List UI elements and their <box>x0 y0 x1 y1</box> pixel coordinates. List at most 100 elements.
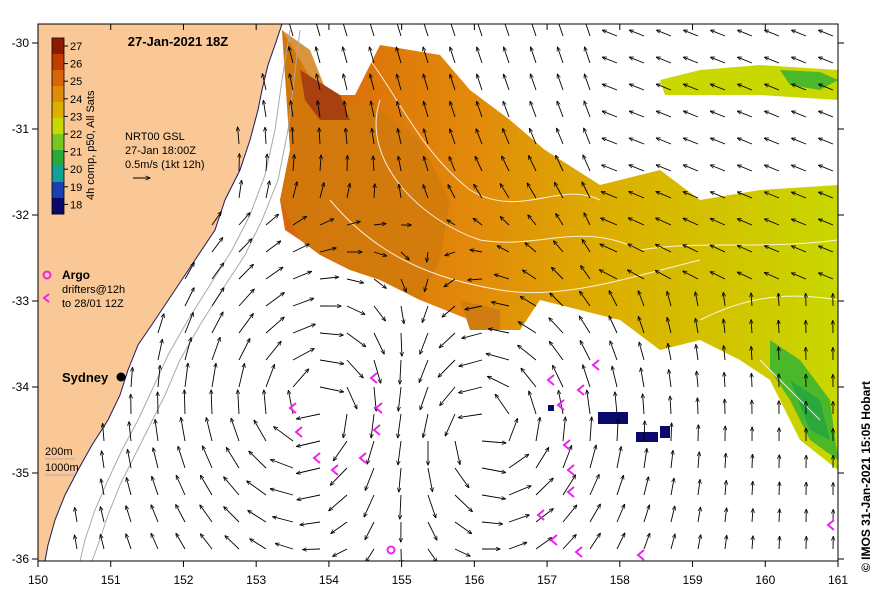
drifter-marker <box>566 464 575 476</box>
current-arrow <box>630 30 645 37</box>
current-arrow <box>476 129 483 145</box>
current-arrow <box>373 278 386 288</box>
current-arrow <box>442 305 456 317</box>
current-arrow <box>737 246 753 253</box>
current-arrow <box>400 251 409 260</box>
current-arrow <box>562 475 576 496</box>
current-arrow <box>343 413 348 438</box>
current-arrow <box>333 440 348 461</box>
current-arrow <box>492 302 510 307</box>
current-arrow <box>292 182 297 199</box>
australia-landmass <box>38 24 283 561</box>
colorbar-swatch <box>52 118 64 135</box>
current-arrow <box>126 534 132 550</box>
current-arrow <box>819 192 834 199</box>
current-arrow <box>297 413 321 419</box>
current-arrow <box>643 394 644 415</box>
current-arrow <box>346 183 350 199</box>
current-arrow <box>779 482 780 496</box>
current-arrow <box>477 47 483 64</box>
current-arrow <box>157 339 162 361</box>
current-arrow <box>398 386 402 411</box>
current-arrow <box>489 329 510 334</box>
current-arrow <box>612 366 618 388</box>
current-arrow <box>224 477 240 496</box>
current-arrow <box>181 418 186 442</box>
current-arrow <box>765 138 780 145</box>
current-arrow <box>738 138 753 145</box>
current-arrow <box>656 192 672 199</box>
drifter-marker <box>546 374 555 386</box>
current-arrow <box>292 271 311 280</box>
drifter-marker <box>566 486 575 498</box>
current-arrow <box>423 74 429 91</box>
current-arrow <box>292 128 293 145</box>
current-arrow <box>291 101 294 118</box>
x-tick-label: 152 <box>173 573 193 587</box>
current-arrow <box>500 217 510 226</box>
current-arrow <box>698 480 700 496</box>
current-arrow <box>684 30 699 37</box>
current-arrow <box>423 47 429 64</box>
current-arrow <box>102 451 105 469</box>
info-line1: NRT00 GSL <box>125 131 185 143</box>
current-arrow <box>684 57 699 64</box>
current-arrow <box>603 30 618 37</box>
drifter-marker-icon <box>42 293 50 303</box>
current-arrow <box>558 47 564 64</box>
current-arrow <box>589 504 600 523</box>
argo-float <box>386 545 396 555</box>
current-arrow <box>643 477 649 496</box>
current-arrow <box>711 57 726 64</box>
current-arrow <box>238 314 253 334</box>
x-tick-label: 150 <box>28 573 48 587</box>
current-arrow <box>200 505 213 523</box>
current-arrow <box>342 24 348 37</box>
current-arrow <box>580 341 591 361</box>
current-arrow <box>289 47 294 64</box>
current-arrow <box>792 165 807 172</box>
colorbar-tick-label: 26 <box>70 59 82 71</box>
current-arrow <box>211 212 221 226</box>
colorbar-tick-label: 27 <box>70 41 82 53</box>
current-arrow <box>366 548 375 561</box>
current-arrow <box>292 369 309 388</box>
current-arrow <box>629 192 645 199</box>
current-arrow <box>346 128 348 145</box>
current-arrow <box>710 192 726 199</box>
current-arrow <box>497 246 510 253</box>
current-arrow <box>710 272 726 280</box>
current-arrow <box>656 218 672 226</box>
current-arrow <box>583 365 591 388</box>
current-arrow <box>630 84 645 91</box>
info-line2: 27-Jan 18:00Z <box>125 145 196 157</box>
current-arrow <box>103 424 104 442</box>
current-arrow <box>527 183 537 199</box>
current-arrow <box>503 129 510 145</box>
colorbar-swatch <box>52 134 64 151</box>
current-arrow <box>725 508 727 523</box>
current-arrow <box>778 293 779 307</box>
current-arrow <box>265 214 279 226</box>
current-arrow <box>599 270 618 280</box>
current-arrow <box>399 467 402 492</box>
current-arrow <box>473 218 483 226</box>
current-arrow <box>562 505 577 523</box>
current-arrow <box>319 128 320 145</box>
x-tick-label: 155 <box>392 573 412 587</box>
drifter-marker <box>556 399 565 411</box>
current-arrow <box>211 312 223 334</box>
current-arrow <box>319 359 344 364</box>
current-arrow <box>238 180 242 199</box>
current-arrow <box>723 319 725 334</box>
city-label: Sydney <box>62 370 109 385</box>
current-arrow <box>400 359 401 384</box>
current-arrow <box>316 74 321 91</box>
current-arrow <box>601 192 618 199</box>
current-arrow <box>710 219 726 226</box>
current-arrow <box>315 24 321 37</box>
current-arrow <box>616 504 625 523</box>
current-arrow <box>100 507 105 523</box>
current-arrow <box>590 417 592 442</box>
current-arrow <box>683 138 699 145</box>
